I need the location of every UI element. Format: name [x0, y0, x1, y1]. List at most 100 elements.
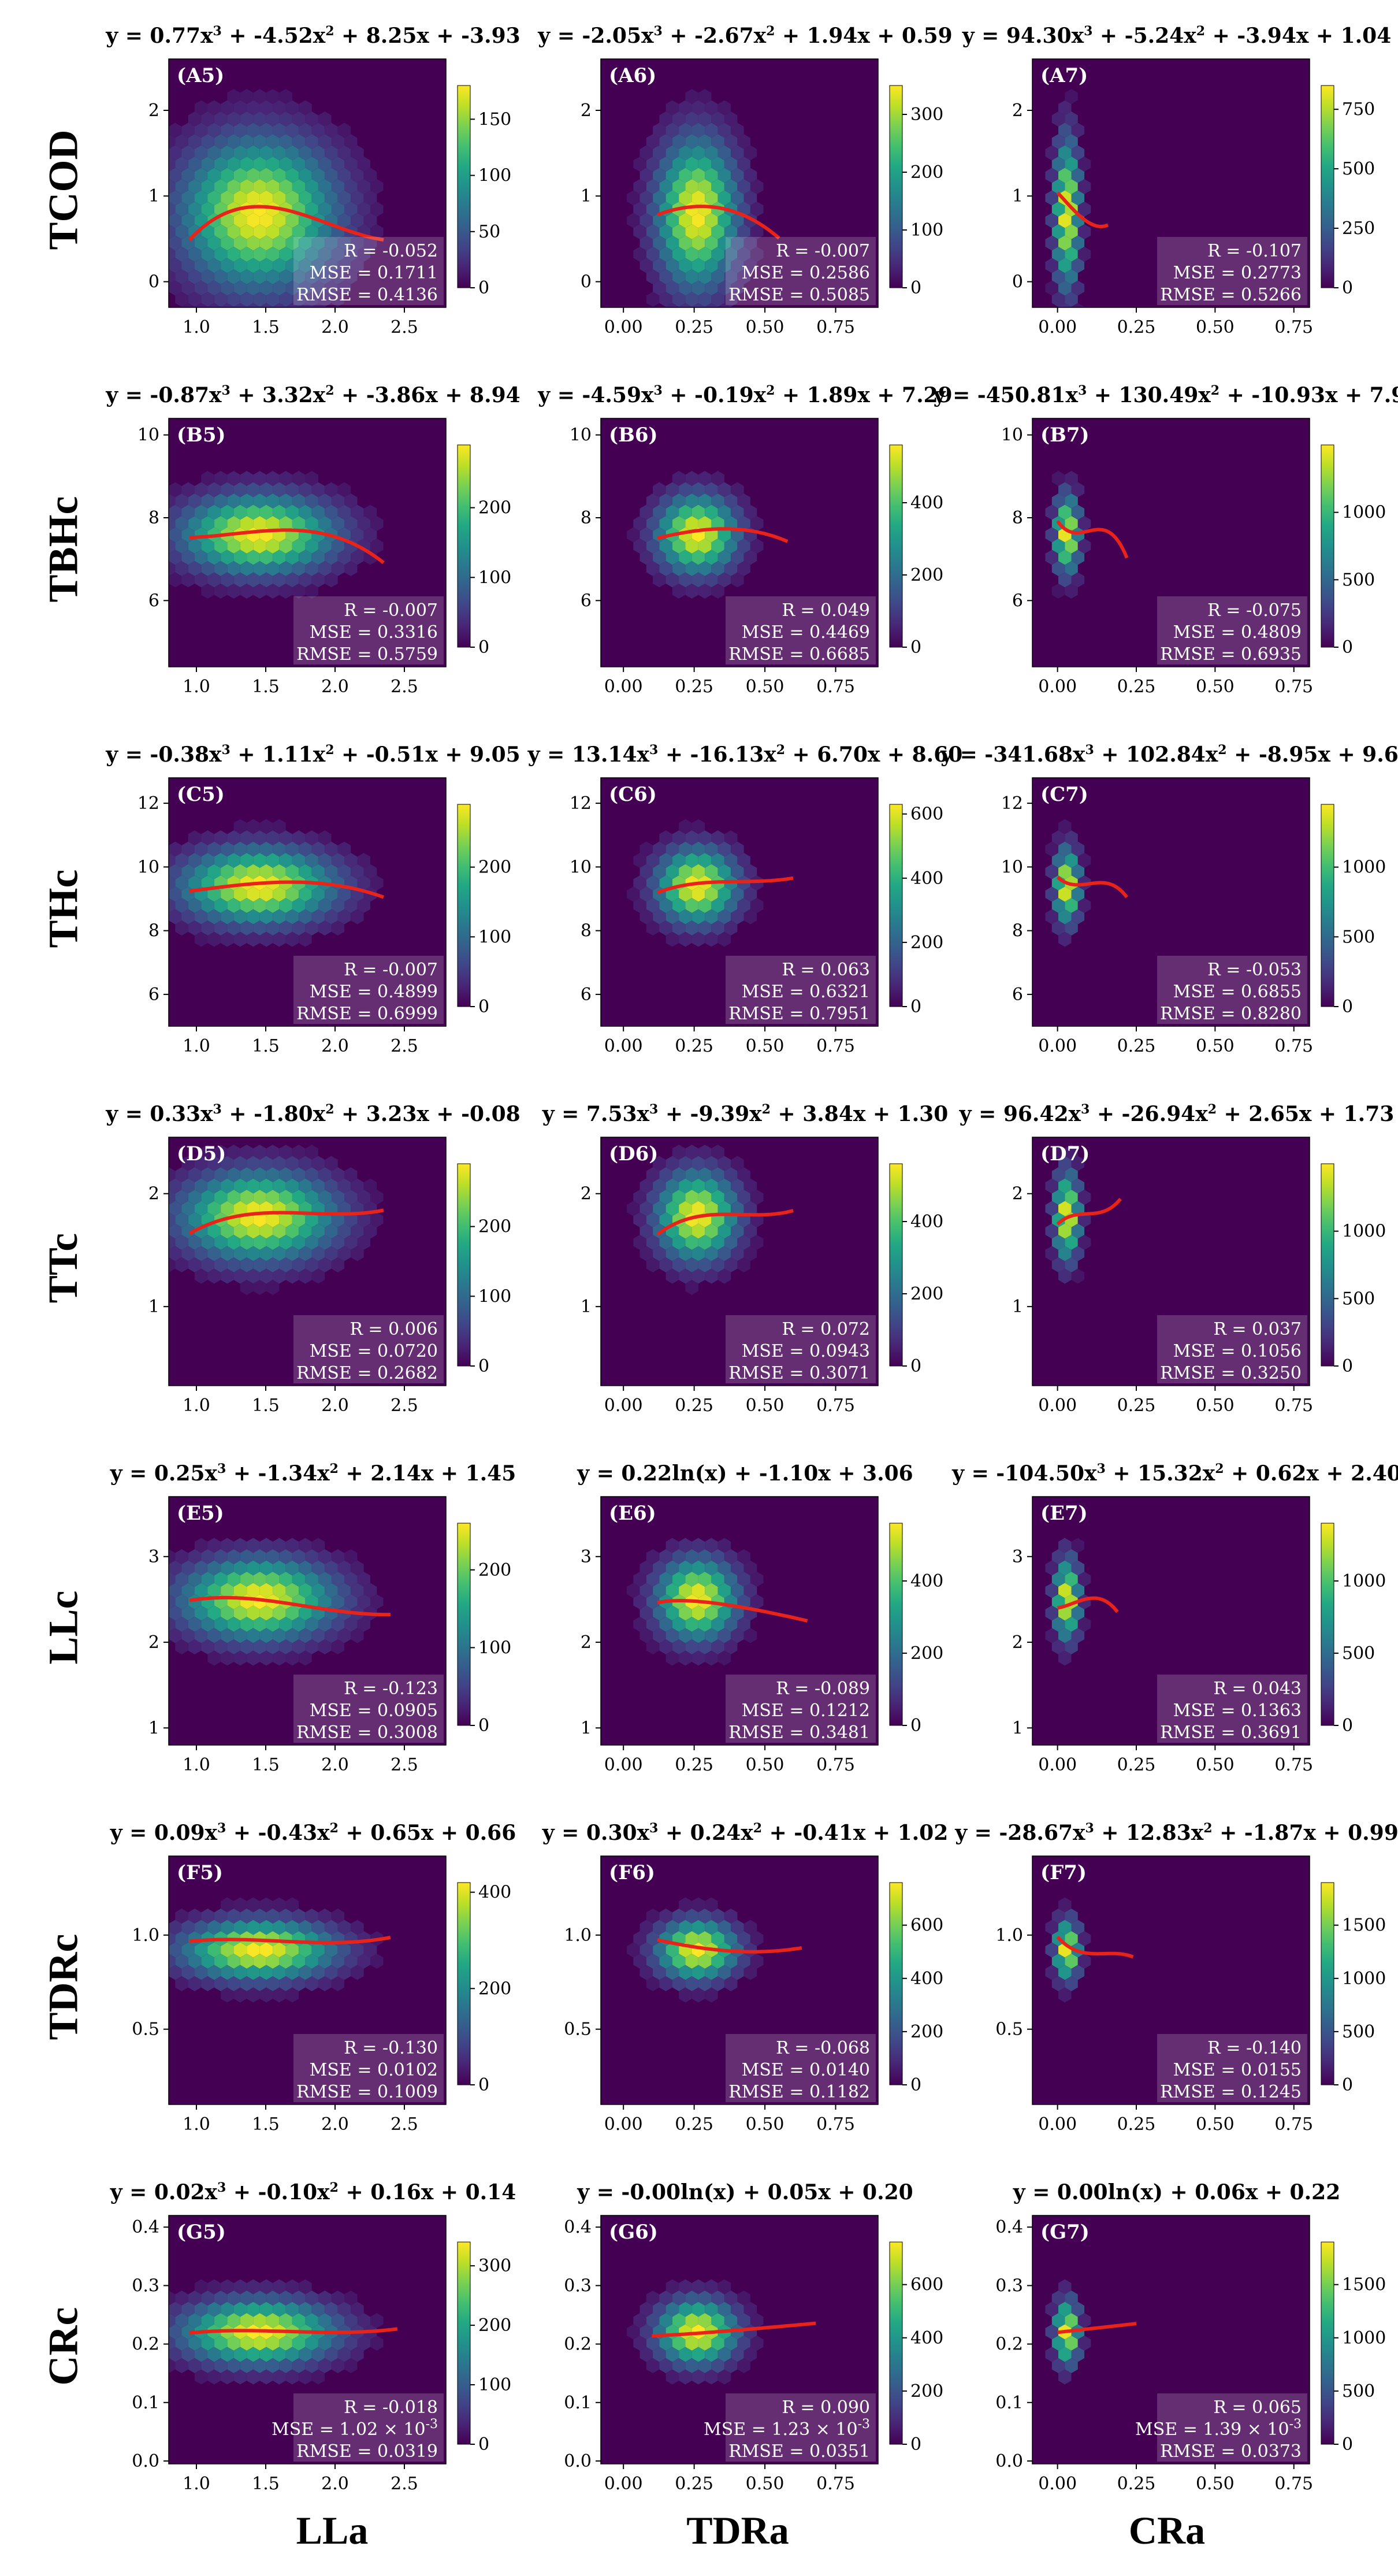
hexbin-cell — [273, 1897, 286, 1913]
hexbin-cell — [240, 516, 254, 531]
hexbin-cell — [195, 1538, 208, 1553]
hexbin-cell — [266, 920, 280, 936]
hexbin-cell — [717, 258, 731, 273]
stats-box — [1157, 2034, 1307, 2102]
hexbin-cell — [724, 2336, 738, 2351]
hexbin-cell — [273, 1942, 286, 1958]
x-tick-label: 0.50 — [746, 317, 784, 337]
hexbin-cell — [672, 493, 686, 508]
hexbin-cell — [175, 202, 188, 217]
hexbin-cell — [253, 1954, 266, 1969]
hexbin-cell — [363, 168, 377, 183]
hexbin-cell — [627, 886, 640, 902]
hexbin-cell — [195, 504, 208, 520]
hexbin-cell — [646, 224, 660, 239]
colorbar-tick-label: 0 — [478, 2434, 489, 2455]
hexbin-cell — [149, 561, 162, 576]
y-tick-label: 0.2 — [132, 2334, 159, 2355]
hexbin-cell — [685, 898, 698, 913]
hexbin-cell — [731, 1201, 744, 1216]
hexbin-cell — [311, 1178, 325, 1194]
hexbin-cell — [169, 1965, 182, 1980]
hexbin-cell — [331, 1976, 344, 1991]
hexbin-cell — [331, 2358, 344, 2373]
hexbin-cell — [1051, 1639, 1065, 1654]
hexbin-cell — [331, 493, 344, 508]
colorbar-tick-label: 1000 — [1342, 1571, 1386, 1591]
hexbin-cell — [273, 864, 286, 879]
hexbin-cell — [305, 471, 318, 486]
fit-curve — [189, 2327, 398, 2335]
hexbin-cell — [731, 2347, 744, 2362]
hexbin-cell — [207, 235, 221, 251]
colorbar-tick-label: 1000 — [1342, 503, 1386, 523]
hexbin-cell — [325, 1965, 338, 1980]
hexbin-cell — [201, 2313, 214, 2328]
hexbin-cell — [363, 504, 377, 520]
hexbin-cell — [292, 1639, 306, 1654]
colorbar-tick-label: 0 — [1342, 1356, 1353, 1376]
stats-box — [1157, 2393, 1307, 2462]
y-tick-label: 0 — [1012, 272, 1023, 292]
hexbin-cell — [717, 213, 731, 228]
hexbin-cell — [195, 1920, 208, 1935]
hexbin-cell — [318, 2313, 332, 2328]
hexbin-cell — [705, 1650, 718, 1666]
hexbin-cell — [247, 841, 260, 857]
colorbar-tick-label: 1500 — [1342, 1916, 1386, 1936]
hexbin-cell — [659, 875, 672, 890]
hexbin-cell — [195, 2279, 208, 2295]
hexbin-cell — [188, 875, 202, 890]
hexbin-cell — [253, 1617, 266, 1632]
hexbin-cell — [247, 550, 260, 565]
hexbin-cell — [227, 1167, 240, 1182]
colorbar-tick-label: 100 — [478, 1286, 511, 1306]
hexbin-cell — [1071, 235, 1085, 251]
hexbin-cell — [175, 1190, 188, 1205]
hexbin-cell — [233, 123, 247, 138]
stat-line: MSE = 1.39 × 10-3 — [1135, 2417, 1302, 2440]
hexbin-cell — [724, 1617, 738, 1632]
hexbin-cell — [240, 157, 254, 172]
hexbin-cell — [737, 1931, 750, 1946]
subplot-c7: y = -341.68x3 + 102.84x2 + -8.95x + 9.68… — [940, 743, 1398, 1056]
hexbin-cell — [646, 292, 660, 307]
hexbin-cell — [1071, 1920, 1085, 1935]
x-tick-label: 0.00 — [1038, 2114, 1077, 2135]
hexbin-cell — [169, 1931, 176, 1946]
hexbin-cell — [1051, 539, 1065, 554]
hexbin-cell — [195, 841, 208, 857]
hexbin-cell — [175, 134, 188, 149]
hexbin-cell — [311, 841, 325, 857]
colorbar-tick-label: 500 — [1342, 2022, 1375, 2042]
stat-line: RMSE = 0.8280 — [1160, 1004, 1302, 1024]
hexbin-cell — [266, 516, 280, 531]
hexbin-cell — [672, 112, 686, 127]
hexbin-cell — [679, 1178, 692, 1194]
hexbin-cell — [266, 2313, 280, 2328]
plot-background — [1032, 1137, 1310, 1386]
hexbin-cell — [188, 1572, 202, 1587]
hexbin-cell — [266, 1145, 280, 1160]
hexbin-cell — [1058, 235, 1072, 251]
hexbin-cell — [305, 493, 318, 508]
hexbin-cell — [156, 528, 169, 543]
hexbin-cell — [1071, 550, 1085, 565]
hexbin-cell — [698, 269, 712, 284]
hexbin-cell — [156, 1606, 169, 1621]
hexbin-cell — [743, 1560, 757, 1576]
hexbin-cell — [227, 1909, 240, 1924]
hexbin-cell — [331, 269, 344, 284]
hexbin-cell — [311, 1268, 325, 1284]
stats-box — [293, 2393, 444, 2462]
hexbin-cell — [285, 190, 299, 206]
hexbin-cell — [253, 830, 266, 845]
hexbin-cell — [311, 1223, 325, 1239]
hexbin-cell — [240, 1639, 254, 1654]
hexbin-cell — [175, 1931, 188, 1946]
hexbin-cell — [311, 190, 325, 206]
hexbin-cell — [279, 1145, 292, 1160]
hexbin-cell — [363, 1223, 377, 1239]
hexbin-cell — [195, 1178, 208, 1194]
